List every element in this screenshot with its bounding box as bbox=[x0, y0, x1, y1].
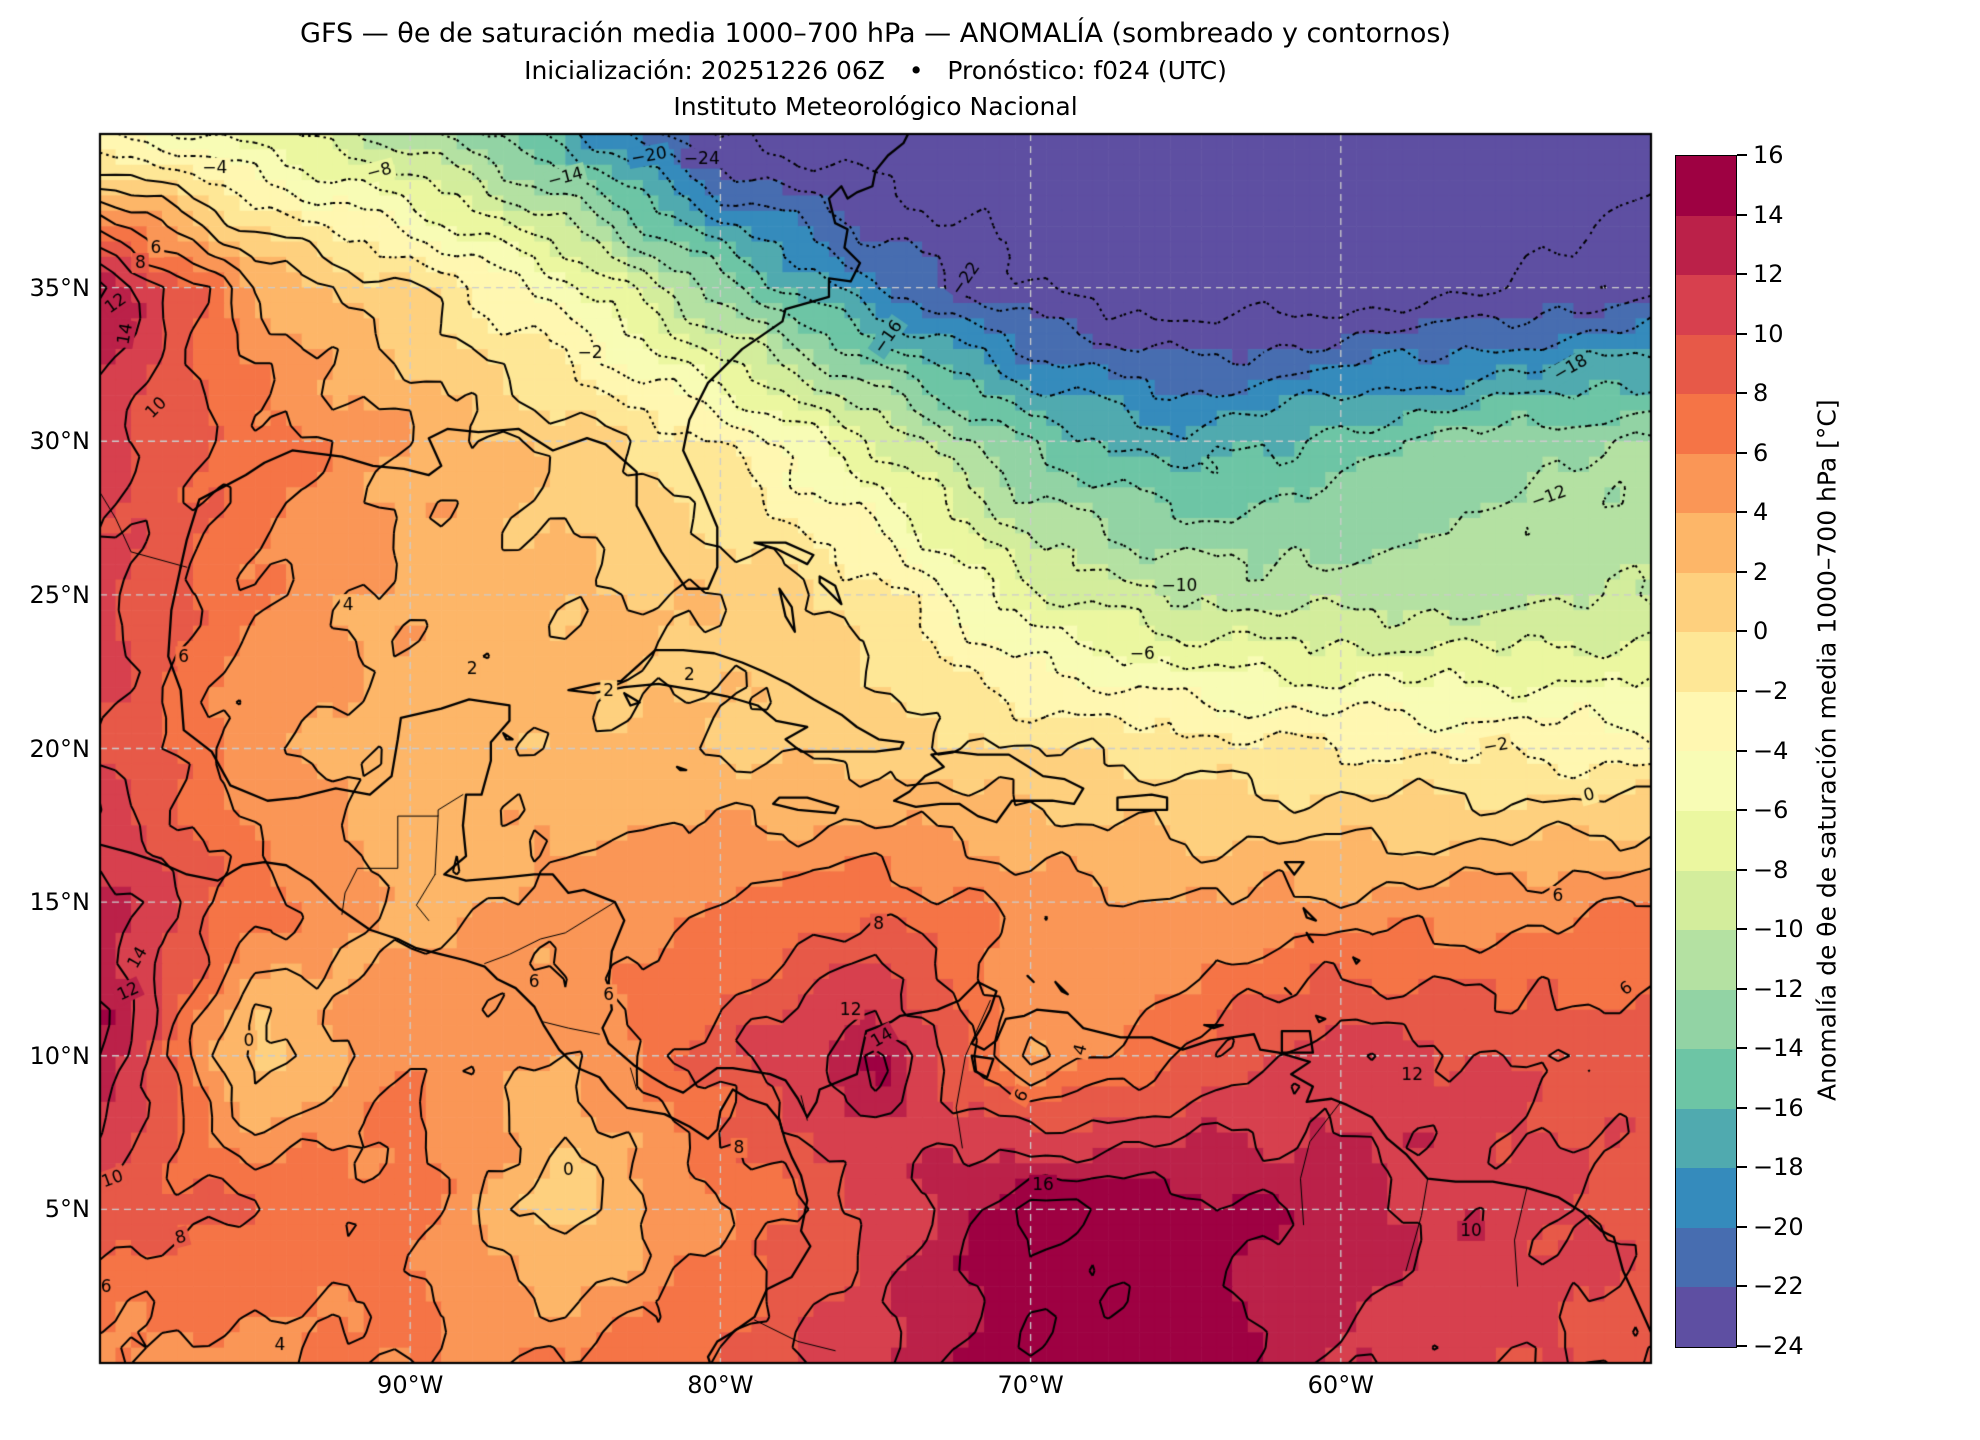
colorbar-tick-mark bbox=[1737, 928, 1747, 931]
colorbar-segment bbox=[1676, 453, 1736, 514]
colorbar-segment bbox=[1676, 1287, 1736, 1347]
colorbar-tick-mark bbox=[1737, 630, 1747, 633]
colorbar-segment bbox=[1676, 632, 1736, 692]
colorbar-tick-mark bbox=[1737, 392, 1747, 395]
colorbar-segment bbox=[1676, 275, 1736, 335]
x-tick-label: 80°W bbox=[687, 1371, 754, 1399]
colorbar-segment bbox=[1676, 1168, 1736, 1228]
colorbar-tick-label: 6 bbox=[1753, 438, 1769, 467]
colorbar-segment bbox=[1676, 156, 1736, 216]
colorbar-tick-mark bbox=[1737, 451, 1747, 454]
colorbar bbox=[1675, 155, 1737, 1348]
colorbar-tick-label: 12 bbox=[1753, 260, 1784, 289]
colorbar-segment bbox=[1676, 572, 1736, 633]
colorbar-tick-mark bbox=[1737, 213, 1747, 216]
y-tick-label: 15°N bbox=[29, 888, 91, 917]
colorbar-segment bbox=[1676, 334, 1736, 395]
y-tick-label: 35°N bbox=[29, 273, 91, 302]
colorbar-tick-label: 8 bbox=[1753, 379, 1769, 408]
colorbar-tick-label: 16 bbox=[1753, 141, 1784, 169]
colorbar-label: Anomalía de θe de saturación media 1000–… bbox=[1812, 399, 1842, 1102]
colorbar-tick-label: −12 bbox=[1753, 974, 1804, 1003]
y-tick-label: 25°N bbox=[29, 580, 91, 609]
colorbar-tick-mark bbox=[1737, 749, 1747, 752]
colorbar-tick-mark bbox=[1737, 1047, 1747, 1050]
colorbar-segment bbox=[1676, 691, 1736, 752]
x-tick-label: 70°W bbox=[997, 1371, 1064, 1399]
colorbar-tick-mark bbox=[1737, 1225, 1747, 1228]
colorbar-tick-mark bbox=[1737, 1166, 1747, 1169]
colorbar-segment bbox=[1676, 215, 1736, 276]
colorbar-tick-label: −4 bbox=[1753, 736, 1789, 765]
colorbar-tick-mark bbox=[1737, 154, 1747, 156]
colorbar-segment bbox=[1676, 1227, 1736, 1288]
colorbar-tick-mark bbox=[1737, 570, 1747, 573]
colorbar-tick-mark bbox=[1737, 689, 1747, 692]
colorbar-tick-label: −16 bbox=[1753, 1093, 1804, 1122]
colorbar-tick-mark bbox=[1737, 868, 1747, 871]
colorbar-segment bbox=[1676, 394, 1736, 454]
colorbar-tick-label: −6 bbox=[1753, 796, 1789, 825]
colorbar-tick-mark bbox=[1737, 511, 1747, 514]
colorbar-tick-label: 4 bbox=[1753, 498, 1769, 527]
colorbar-tick-mark bbox=[1737, 1285, 1747, 1288]
y-tick-label: 20°N bbox=[29, 734, 91, 763]
colorbar-tick-label: −18 bbox=[1753, 1153, 1804, 1182]
colorbar-tick-label: 2 bbox=[1753, 557, 1769, 586]
colorbar-segment bbox=[1676, 930, 1736, 990]
x-tick-label: 60°W bbox=[1307, 1371, 1374, 1399]
x-tick-label: 90°W bbox=[377, 1371, 444, 1399]
colorbar-segment bbox=[1676, 513, 1736, 573]
colorbar-segment bbox=[1676, 870, 1736, 931]
colorbar-tick-label: −24 bbox=[1753, 1332, 1804, 1360]
y-tick-label: 5°N bbox=[44, 1195, 90, 1224]
colorbar-segment bbox=[1676, 989, 1736, 1050]
y-tick-label: 10°N bbox=[29, 1041, 91, 1070]
colorbar-tick-label: −14 bbox=[1753, 1034, 1804, 1063]
colorbar-tick-label: −8 bbox=[1753, 855, 1789, 884]
colorbar-tick-label: −20 bbox=[1753, 1212, 1804, 1241]
colorbar-tick-label: 14 bbox=[1753, 200, 1784, 229]
colorbar-segment bbox=[1676, 751, 1736, 812]
colorbar-tick-mark bbox=[1737, 273, 1747, 276]
colorbar-tick-label: −10 bbox=[1753, 915, 1804, 944]
colorbar-tick-mark bbox=[1737, 809, 1747, 812]
colorbar-tick-mark bbox=[1737, 1345, 1747, 1347]
colorbar-tick-label: 0 bbox=[1753, 617, 1769, 646]
colorbar-tick-label: −22 bbox=[1753, 1272, 1804, 1301]
colorbar-segment bbox=[1676, 1049, 1736, 1109]
colorbar-tick-mark bbox=[1737, 987, 1747, 990]
colorbar-tick-mark bbox=[1737, 1106, 1747, 1109]
colorbar-tick-label: −2 bbox=[1753, 676, 1789, 705]
colorbar-segment bbox=[1676, 1108, 1736, 1169]
colorbar-tick-label: 10 bbox=[1753, 319, 1784, 348]
colorbar-segment bbox=[1676, 811, 1736, 871]
colorbar-tick-mark bbox=[1737, 332, 1747, 335]
y-tick-label: 30°N bbox=[29, 427, 91, 456]
